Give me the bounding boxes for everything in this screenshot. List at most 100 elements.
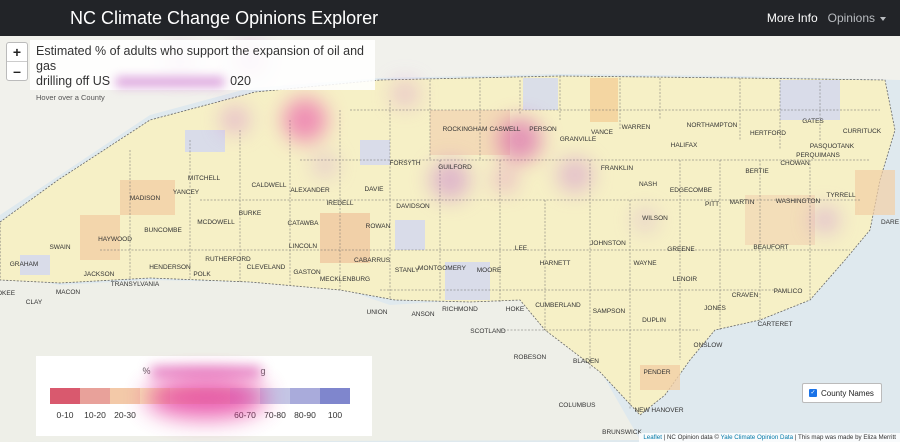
county-label[interactable]: SCOTLAND (470, 328, 506, 335)
county-label[interactable]: UNION (367, 309, 388, 316)
county-label[interactable]: MOORE (477, 267, 502, 274)
county-label[interactable]: FORSYTH (389, 160, 420, 167)
county-label[interactable]: DAVIDSON (396, 203, 430, 210)
county-label[interactable]: WILSON (642, 215, 668, 222)
county-label[interactable]: SAMPSON (593, 308, 626, 315)
county-label[interactable]: CALDWELL (251, 182, 286, 189)
county-mitchell-shade[interactable] (185, 130, 225, 152)
opinions-dropdown[interactable]: Opinions (828, 11, 886, 25)
county-label[interactable]: GASTON (293, 269, 321, 276)
county-label[interactable]: ANSON (411, 311, 434, 318)
leaflet-link[interactable]: Leaflet (643, 434, 662, 441)
county-richmond-shade[interactable] (445, 262, 490, 300)
county-label[interactable]: SWAIN (49, 244, 70, 251)
county-label[interactable]: TYRRELL (826, 192, 856, 199)
county-label[interactable]: BUNCOMBE (144, 227, 182, 234)
county-label[interactable]: GATES (802, 118, 824, 125)
county-vance-shade[interactable] (590, 78, 618, 122)
county-label[interactable]: CRAVEN (732, 292, 759, 299)
county-beaufort-shade[interactable] (745, 195, 815, 245)
county-label[interactable]: CUMBERLAND (535, 302, 581, 309)
county-label[interactable]: POLK (193, 271, 211, 278)
county-label[interactable]: TRANSYLVANIA (111, 281, 160, 288)
county-label[interactable]: MONTGOMERY (418, 265, 467, 272)
county-label[interactable]: MECKLENBURG (320, 276, 370, 283)
county-label[interactable]: MACON (56, 289, 81, 296)
county-label[interactable]: EDGECOMBE (670, 187, 713, 194)
county-label[interactable]: DUPLIN (642, 317, 666, 324)
county-person-shade[interactable] (523, 78, 558, 110)
county-label[interactable]: FRANKLIN (601, 165, 633, 172)
county-label[interactable]: HENDERSON (149, 264, 191, 271)
county-label[interactable]: LINCOLN (289, 243, 317, 250)
county-label[interactable]: RUTHERFORD (205, 256, 251, 263)
county-label[interactable]: PERQUIMANS (796, 152, 840, 159)
county-label[interactable]: WAYNE (633, 260, 657, 267)
county-label[interactable]: YANCEY (173, 189, 200, 196)
checkbox-checked-icon[interactable]: ✓ (809, 389, 817, 397)
county-guilford-shade[interactable] (430, 110, 510, 155)
county-label[interactable]: CLEVELAND (247, 264, 286, 271)
county-label[interactable]: CHOWAN (780, 160, 810, 167)
county-label[interactable]: MCDOWELL (197, 219, 235, 226)
county-label[interactable]: MITCHELL (188, 175, 221, 182)
county-label[interactable]: HARNETT (540, 260, 571, 267)
county-label[interactable]: GRANVILLE (560, 136, 597, 143)
county-label[interactable]: ROWAN (366, 223, 391, 230)
county-label[interactable]: PAMLICO (774, 288, 803, 295)
county-label[interactable]: GREENE (667, 246, 695, 253)
county-label[interactable]: ALEXANDER (290, 187, 330, 194)
county-names-toggle[interactable]: ✓ County Names (802, 383, 882, 403)
county-label[interactable]: MADISON (130, 195, 161, 202)
county-label[interactable]: BURKE (239, 210, 262, 217)
county-label[interactable]: CURRITUCK (843, 128, 882, 135)
county-label[interactable]: OKEE (0, 290, 16, 297)
county-label[interactable]: ROCKINGHAM (443, 126, 488, 133)
county-label[interactable]: DAVIE (364, 186, 384, 193)
county-dare-shade[interactable] (855, 170, 895, 215)
county-label[interactable]: DARE (881, 219, 900, 226)
county-gates-shade[interactable] (780, 80, 840, 120)
county-label[interactable]: NASH (639, 181, 657, 188)
county-label[interactable]: PENDER (643, 369, 670, 376)
county-label[interactable]: PITT (705, 201, 719, 208)
county-label[interactable]: PASQUOTANK (810, 143, 855, 150)
county-label[interactable]: GUILFORD (438, 164, 472, 171)
county-label[interactable]: WASHINGTON (776, 198, 821, 205)
county-label[interactable]: HAYWOOD (98, 236, 132, 243)
county-label[interactable]: VANCE (591, 129, 614, 136)
county-label[interactable]: JOHNSTON (590, 240, 626, 247)
county-label[interactable]: CASWELL (489, 126, 520, 133)
county-label[interactable]: STANLY (395, 267, 420, 274)
county-label[interactable]: BERTIE (745, 168, 769, 175)
county-label[interactable]: ROBESON (514, 354, 547, 361)
county-label[interactable]: JONES (704, 305, 726, 312)
county-jackson-shade[interactable] (80, 215, 120, 260)
county-label[interactable]: LENOIR (673, 276, 698, 283)
county-label[interactable]: CLAY (26, 299, 43, 306)
county-clay-shade[interactable] (20, 255, 50, 275)
county-mecklenburg-shade[interactable] (320, 213, 370, 263)
county-label[interactable]: IREDELL (326, 200, 353, 207)
county-label[interactable]: CATAWBA (288, 220, 320, 227)
county-buncombe-shade[interactable] (120, 180, 175, 215)
county-label[interactable]: HALIFAX (671, 142, 698, 149)
county-label[interactable]: BEAUFORT (753, 244, 788, 251)
county-label[interactable]: HOKE (506, 306, 525, 313)
county-label[interactable]: CARTERET (758, 321, 793, 328)
county-label[interactable]: CABARRUS (354, 257, 391, 264)
more-info-link[interactable]: More Info (766, 11, 818, 25)
county-label[interactable]: ONSLOW (694, 342, 724, 349)
zoom-out-button[interactable]: – (7, 61, 27, 80)
county-label[interactable]: RICHMOND (442, 306, 478, 313)
county-davie-shade[interactable] (360, 140, 390, 165)
yale-link[interactable]: Yale Climate Opinion Data (720, 434, 794, 441)
county-label[interactable]: LEE (515, 245, 528, 252)
zoom-in-button[interactable]: + (12, 44, 22, 60)
nc-state[interactable] (0, 75, 896, 416)
county-label[interactable]: HERTFORD (750, 130, 786, 137)
map-canvas[interactable]: ROCKINGHAM CASWELL PERSON VANCE WARREN NORTHA… (0, 36, 900, 442)
app-title[interactable]: NC Climate Change Opinions Explorer (70, 7, 379, 28)
county-label[interactable]: JACKSON (84, 271, 115, 278)
county-label[interactable]: BRUNSWICK (602, 429, 642, 436)
